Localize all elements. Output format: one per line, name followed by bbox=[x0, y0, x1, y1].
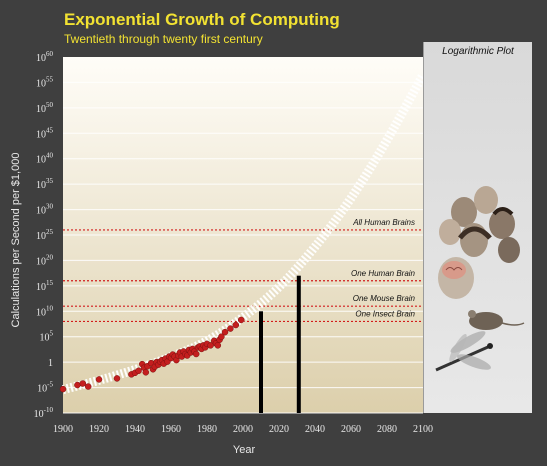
x-tick-label: 1980 bbox=[197, 424, 217, 435]
y-tick-label: 1050 bbox=[36, 101, 54, 115]
data-point bbox=[221, 328, 229, 336]
x-tick-label: 1940 bbox=[125, 424, 145, 435]
x-axis-label: Year bbox=[232, 444, 256, 456]
side-panel-illustrations bbox=[435, 186, 525, 372]
y-tick-label: 1030 bbox=[36, 203, 54, 217]
data-point bbox=[113, 375, 121, 382]
data-point bbox=[59, 385, 67, 393]
y-axis-label: Calculations per Second per $1,000 bbox=[10, 152, 22, 328]
data-point bbox=[237, 316, 245, 324]
x-tick-label: 2020 bbox=[269, 424, 289, 435]
data-point bbox=[135, 367, 142, 375]
x-tick-label: 2040 bbox=[305, 424, 325, 435]
data-point bbox=[192, 350, 200, 358]
x-tick-label: 1900 bbox=[53, 424, 73, 435]
data-point bbox=[84, 383, 92, 390]
data-point bbox=[214, 342, 222, 349]
projection-bar bbox=[296, 275, 301, 413]
data-point bbox=[227, 325, 234, 332]
x-tick-layer: 1900 1920 1940 1960 1980 2000 2020 2040 2060 2080… bbox=[53, 424, 433, 435]
x-tick-label: 1920 bbox=[89, 424, 109, 435]
data-point bbox=[232, 321, 240, 329]
data-point bbox=[74, 381, 81, 389]
x-tick-label: 2060 bbox=[341, 424, 361, 435]
y-tick-label: 1010 bbox=[36, 304, 54, 318]
data-point bbox=[79, 380, 87, 387]
y-tick-label: 1055 bbox=[36, 75, 54, 89]
y-tick-layer: 10-10 10-5 1 105 1010 1015 1020 1025 1030 1035 104… bbox=[34, 50, 54, 420]
y-tick-label: 1015 bbox=[36, 279, 54, 293]
y-tick-label: 1035 bbox=[36, 177, 54, 191]
y-tick-label: 1025 bbox=[36, 228, 54, 242]
threshold-label: One Insect Brain bbox=[355, 309, 415, 318]
grid-layer bbox=[63, 81, 423, 414]
mouse-icon bbox=[468, 310, 525, 330]
point-layer bbox=[59, 316, 245, 393]
projection-bar bbox=[259, 311, 263, 413]
logarithmic-plot-panel: Logarithmic Plot bbox=[423, 42, 532, 413]
y-tick-label: 1020 bbox=[36, 253, 54, 267]
threshold-label: One Mouse Brain bbox=[353, 294, 416, 303]
data-point bbox=[142, 369, 150, 376]
threshold-label: One Human Brain bbox=[351, 269, 416, 278]
data-point bbox=[95, 376, 103, 383]
y-tick-label: 10-5 bbox=[37, 381, 53, 395]
y-tick-label: 1040 bbox=[36, 152, 54, 166]
x-tick-label: 1960 bbox=[161, 424, 181, 435]
human-brain-icon bbox=[438, 257, 474, 299]
side-panel-title: Logarithmic Plot bbox=[442, 46, 514, 57]
data-point bbox=[218, 333, 225, 340]
human-heads-icon bbox=[439, 186, 520, 263]
chart-subtitle: Twentieth through twenty first century bbox=[64, 32, 263, 46]
y-tick-label: 1045 bbox=[36, 126, 54, 140]
bar-layer bbox=[259, 275, 301, 413]
y-tick-label: 105 bbox=[40, 330, 54, 344]
chart-title: Exponential Growth of Computing bbox=[64, 10, 340, 29]
y-tick-label: 1 bbox=[48, 358, 53, 369]
y-tick-label: 10-10 bbox=[34, 406, 54, 420]
threshold-label: All Human Brains bbox=[352, 218, 415, 227]
x-tick-label: 2100 bbox=[413, 424, 433, 435]
dragonfly-icon bbox=[435, 331, 493, 372]
y-tick-label: 1060 bbox=[36, 50, 54, 64]
x-tick-label: 2080 bbox=[377, 424, 397, 435]
x-tick-label: 2000 bbox=[233, 424, 253, 435]
